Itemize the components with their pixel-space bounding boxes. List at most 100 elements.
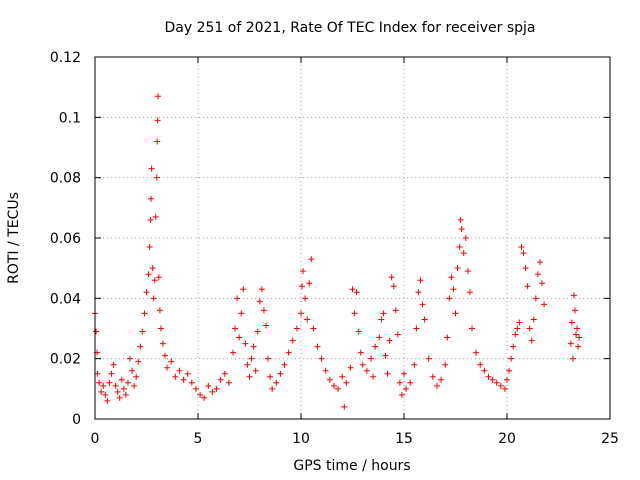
data-point — [442, 361, 449, 368]
data-point — [137, 343, 144, 350]
data-point — [473, 349, 480, 356]
y-tick-label: 0.12 — [50, 50, 81, 66]
data-point — [403, 385, 410, 392]
data-point — [141, 310, 148, 317]
data-point — [129, 367, 136, 374]
data-point — [396, 379, 403, 386]
data-point — [112, 382, 119, 389]
data-point — [108, 370, 115, 377]
data-point — [462, 235, 469, 241]
data-point — [330, 382, 337, 389]
data-point — [576, 334, 583, 341]
data-point — [372, 343, 379, 350]
data-point — [368, 355, 375, 362]
data-point — [106, 379, 113, 386]
data-point — [306, 280, 313, 287]
data-point — [481, 367, 488, 374]
data-point — [221, 370, 228, 377]
data-point — [147, 216, 154, 223]
data-point — [217, 376, 224, 383]
data-point — [100, 382, 107, 389]
data-point — [407, 379, 414, 386]
data-point — [120, 385, 127, 392]
data-point — [131, 382, 138, 389]
data-point — [146, 244, 153, 251]
data-point — [150, 295, 157, 302]
data-point — [355, 328, 362, 335]
data-point — [232, 325, 239, 332]
data-point — [524, 283, 531, 290]
data-point — [260, 307, 267, 314]
data-point — [363, 367, 370, 374]
data-point — [230, 349, 237, 356]
data-point — [528, 337, 535, 344]
data-point — [568, 319, 575, 326]
data-point — [384, 370, 391, 377]
data-point — [575, 343, 582, 350]
data-point — [530, 316, 537, 323]
data-point — [234, 295, 241, 302]
data-point — [388, 274, 395, 281]
data-point — [143, 289, 150, 296]
data-point — [541, 301, 548, 308]
data-point — [302, 295, 309, 302]
data-point — [127, 355, 134, 362]
data-point — [122, 391, 129, 398]
data-point — [450, 286, 457, 293]
data-point — [532, 295, 539, 302]
data-point — [343, 379, 350, 386]
data-point — [246, 373, 253, 380]
data-point — [411, 361, 418, 368]
data-point — [518, 244, 525, 251]
data-point — [139, 328, 146, 335]
data-point — [448, 274, 455, 281]
data-point — [460, 250, 467, 257]
data-point — [438, 376, 445, 383]
data-point — [114, 388, 121, 395]
data-point — [468, 325, 475, 332]
data-point — [390, 283, 397, 290]
data-point — [341, 403, 348, 410]
data-point — [398, 391, 405, 398]
data-point — [570, 292, 577, 299]
data-point — [376, 334, 383, 341]
data-point — [244, 361, 251, 368]
data-point — [489, 376, 496, 383]
data-point — [573, 331, 580, 338]
y-tick-label: 0.06 — [50, 231, 81, 247]
data-point — [322, 367, 329, 374]
data-point — [240, 286, 247, 293]
data-point — [205, 382, 212, 389]
data-point — [96, 379, 103, 386]
y-tick-label: 0.08 — [50, 171, 81, 187]
y-tick-label: 0 — [72, 412, 81, 428]
data-point — [567, 340, 574, 347]
data-point — [168, 358, 175, 365]
data-point — [464, 268, 471, 275]
data-point — [156, 307, 163, 314]
data-point — [225, 379, 232, 386]
y-tick-label: 0.02 — [50, 352, 81, 368]
data-point — [273, 379, 280, 386]
y-tick-label: 0.04 — [50, 291, 81, 307]
data-point — [446, 295, 453, 302]
data-point — [504, 376, 510, 383]
data-point — [419, 301, 426, 308]
data-point — [359, 361, 366, 368]
x-tick-label: 20 — [498, 431, 516, 447]
data-point — [357, 349, 364, 356]
grid-lines — [95, 57, 610, 419]
data-point — [417, 277, 424, 284]
data-point — [326, 376, 333, 383]
data-point — [98, 388, 105, 395]
data-point — [180, 376, 187, 383]
data-point — [454, 265, 461, 272]
data-point — [380, 310, 387, 317]
data-point — [281, 361, 288, 368]
data-point — [118, 376, 125, 383]
data-point — [188, 379, 195, 386]
data-point — [155, 93, 162, 100]
data-point — [508, 355, 515, 362]
data-point — [102, 391, 109, 398]
